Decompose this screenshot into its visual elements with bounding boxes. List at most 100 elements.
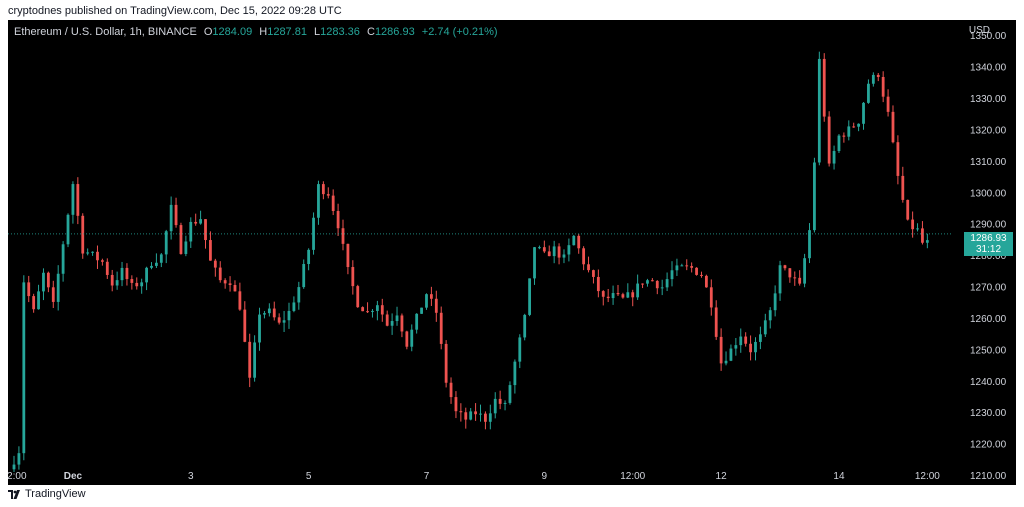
chart-panel[interactable]: 1210.00 1220.00 1230.00 1240.00 1250.00 1260.… [8, 20, 1016, 485]
candle-body [734, 345, 738, 349]
x-axis-tick-label: 12:00 [8, 471, 27, 482]
candle-body [906, 199, 910, 220]
candle-body [120, 267, 124, 281]
candle-body [488, 413, 492, 422]
candle-body [626, 292, 630, 298]
candle-body [346, 243, 350, 268]
candle-body [616, 293, 620, 295]
candlestick-chart[interactable]: 1210.00 1220.00 1230.00 1240.00 1250.00 1260.… [8, 20, 1016, 485]
y-axis-tick-label: 1330.00 [970, 94, 1007, 105]
candle-body [842, 135, 846, 137]
close-key: C [366, 26, 375, 38]
candle-body [803, 258, 806, 284]
candle-body [862, 102, 865, 124]
change-value: +2.74 (+0.21%) [421, 26, 498, 38]
candle-body [562, 254, 566, 258]
y-axis-tick-label: 1300.00 [970, 188, 1007, 199]
candle-body [572, 235, 576, 246]
y-axis-tick-label: 1230.00 [970, 408, 1007, 419]
candle-body [916, 228, 919, 230]
candle-body [665, 279, 669, 288]
candle-body [213, 260, 217, 268]
close-value: 1286.93 [374, 26, 415, 38]
candle-body [670, 270, 674, 280]
candle-body [307, 249, 311, 265]
candle-body [179, 225, 183, 254]
candle-body [660, 287, 664, 289]
candle-body [12, 464, 16, 470]
candle-body [22, 282, 26, 454]
low-key: L [314, 26, 321, 38]
candle-body [690, 266, 694, 268]
candle-body [248, 341, 252, 378]
candle-body [76, 184, 80, 216]
candle-body [351, 267, 355, 287]
candle-body [27, 282, 31, 297]
candle-body [71, 184, 75, 215]
candle-body [164, 231, 168, 255]
candle-body [429, 294, 433, 299]
candle-body [513, 361, 517, 386]
candle-body [150, 265, 153, 268]
candle-body [867, 83, 870, 103]
low-value: 1283.36 [320, 26, 360, 38]
candle-body [921, 228, 924, 243]
candle-body [847, 126, 851, 137]
candle-body [881, 76, 885, 97]
candle-body [61, 244, 65, 274]
candle-body [380, 305, 384, 315]
y-axis-tick-label: 1310.00 [970, 157, 1007, 168]
tradingview-brand: TradingView [25, 488, 86, 500]
published-header: cryptodnes published on TradingView.com,… [8, 5, 342, 17]
candle-body [925, 240, 929, 243]
candle-body [292, 302, 296, 311]
candle-body [263, 313, 266, 315]
candle-body [901, 175, 905, 200]
candle-body [449, 382, 453, 398]
candle-body [577, 235, 581, 249]
tradingview-logo-icon [8, 489, 20, 499]
candle-body [459, 411, 463, 413]
candle-body [218, 267, 222, 281]
candle-body [159, 254, 163, 263]
candle-body [400, 315, 404, 332]
candle-body [592, 270, 595, 277]
candle-body [675, 265, 679, 271]
candle-body [110, 274, 114, 286]
x-axis-tick-label: 5 [306, 471, 312, 482]
candle-body [469, 411, 473, 420]
x-axis-tick-label: 12:00 [620, 471, 645, 482]
candle-body [243, 309, 247, 342]
candle-body [508, 385, 512, 403]
candle-body [793, 277, 797, 279]
candle-body [484, 413, 487, 422]
candle-body [783, 265, 787, 269]
y-axis-tick-label: 1280.00 [970, 251, 1007, 262]
open-value: 1284.09 [212, 26, 253, 38]
candle-body [51, 287, 55, 302]
candle-body [552, 246, 556, 257]
symbol-legend: Ethereum / U.S. Dollar, 1h, BINANCE O128… [14, 26, 498, 38]
candle-body [326, 194, 330, 196]
candle-body [204, 219, 207, 241]
y-axis-tick-label: 1320.00 [970, 125, 1007, 136]
candle-body [96, 251, 99, 261]
candle-body [223, 280, 227, 284]
candle-body [105, 261, 109, 275]
candle-body [130, 279, 134, 283]
candle-body [366, 311, 369, 313]
candle-body [650, 280, 654, 282]
x-axis-tick-label: 14 [833, 471, 845, 482]
candle-body [81, 215, 85, 254]
candle-body [587, 264, 590, 271]
currency-label: USD [968, 25, 990, 36]
candle-body [258, 314, 261, 343]
candle-body [42, 272, 45, 292]
candle-body [371, 310, 374, 312]
tradingview-footer[interactable]: TradingView [8, 488, 86, 500]
candle-body [695, 267, 698, 275]
candle-body [788, 268, 792, 278]
y-axis-tick-label: 1210.00 [970, 471, 1007, 482]
candle-body [808, 230, 811, 259]
candle-body [194, 221, 198, 224]
